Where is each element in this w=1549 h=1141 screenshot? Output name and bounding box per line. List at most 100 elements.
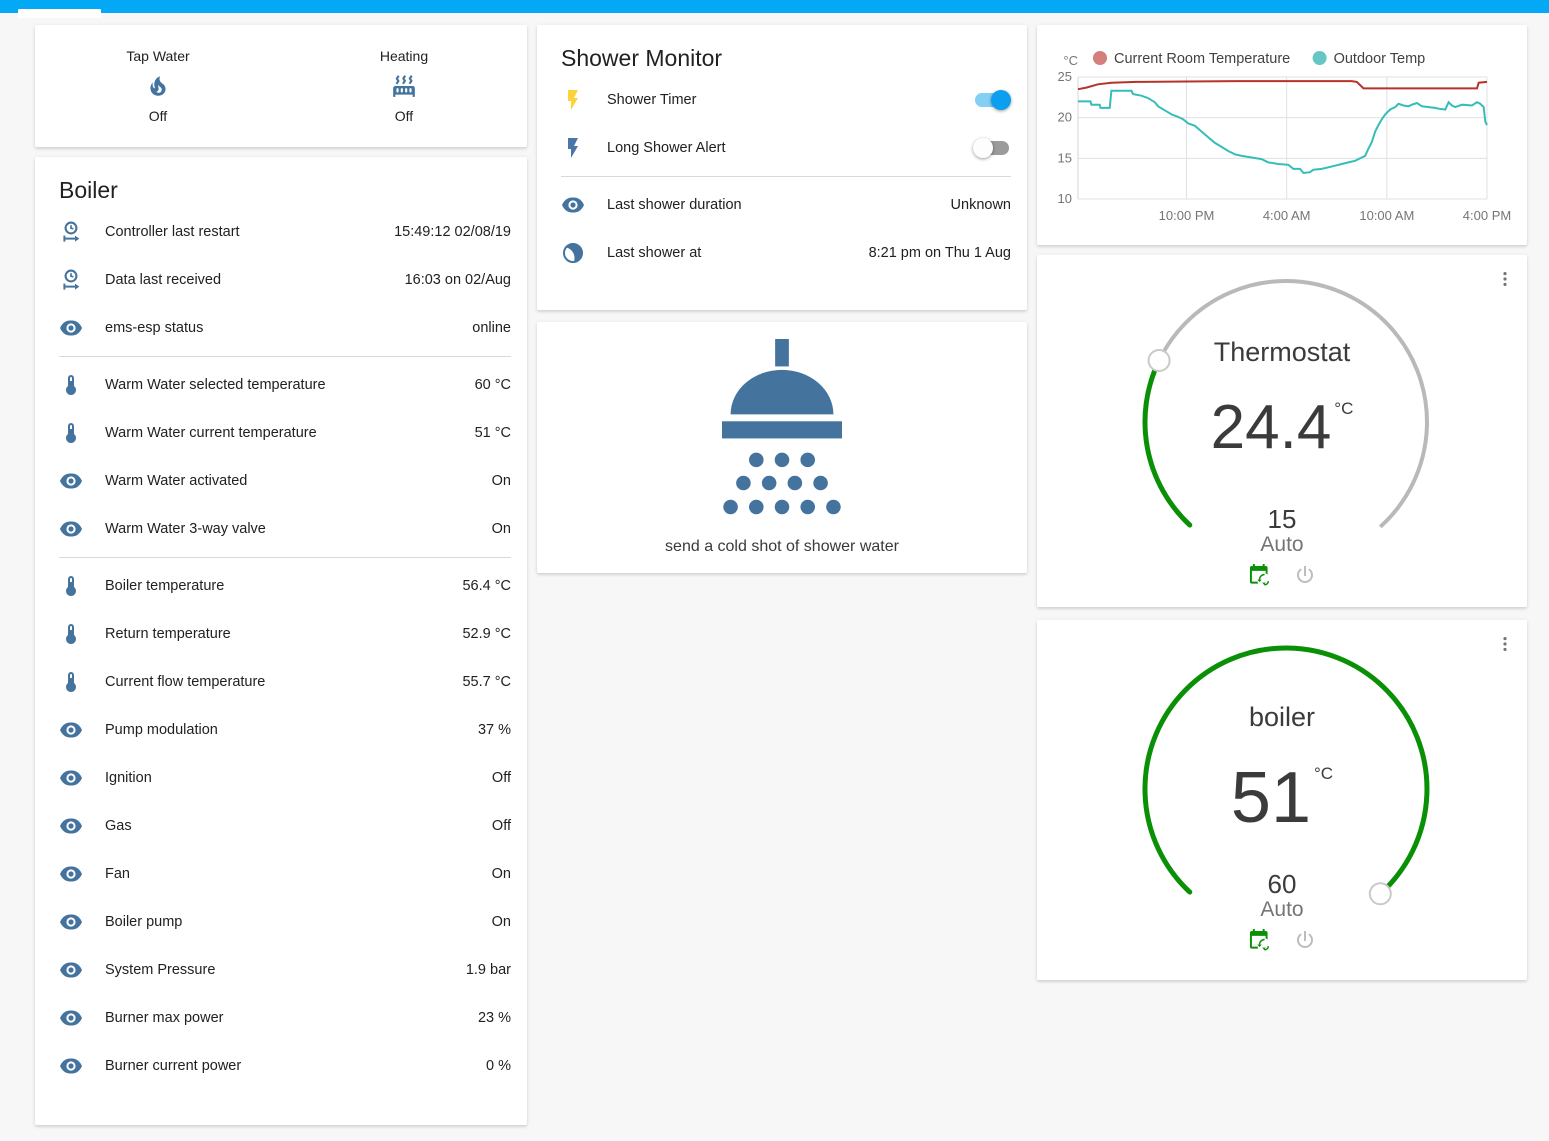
moon-icon xyxy=(561,241,585,265)
thermometer-icon xyxy=(59,421,83,445)
legend-dot xyxy=(1093,51,1107,65)
entity-value: Off xyxy=(491,770,511,786)
entity-row[interactable]: Return temperature 52.9 °C xyxy=(59,610,511,658)
power-icon[interactable] xyxy=(1293,928,1317,952)
shower-action-card[interactable]: send a cold shot of shower water xyxy=(537,322,1027,573)
y-tick-label: 15 xyxy=(1058,150,1072,165)
thermometer-icon xyxy=(59,574,83,598)
eye-icon xyxy=(59,316,83,340)
glance-label: Tap Water xyxy=(126,48,190,64)
clock-restart-icon xyxy=(59,268,83,292)
entity-label: Boiler pump xyxy=(105,914,183,930)
gauge-arc xyxy=(1142,279,1429,529)
entity-label: Gas xyxy=(105,818,132,834)
app-header-bar xyxy=(0,0,1549,13)
gauge-handle[interactable] xyxy=(1368,882,1392,906)
flash-icon xyxy=(561,88,585,112)
entity-label: Shower Timer xyxy=(607,92,697,108)
entity-label: Last shower at xyxy=(607,245,702,261)
power-icon[interactable] xyxy=(1293,563,1317,587)
entity-value: On xyxy=(491,914,511,930)
active-tab-indicator[interactable] xyxy=(18,9,101,18)
x-tick-label: 4:00 PM xyxy=(1463,208,1511,223)
entity-row[interactable]: Shower Timer xyxy=(561,76,1011,124)
entity-row[interactable]: Burner current power 0 % xyxy=(59,1042,511,1090)
entity-value: 56.4 °C xyxy=(462,578,511,594)
x-tick-label: 4:00 AM xyxy=(1263,208,1311,223)
entity-row[interactable]: Fan On xyxy=(59,850,511,898)
shower-monitor-title: Shower Monitor xyxy=(561,45,723,71)
boiler-card: Boiler Controller last restart 15:49:12 0… xyxy=(35,157,527,1125)
entity-row[interactable]: Pump modulation 37 % xyxy=(59,706,511,754)
y-tick-label: 10 xyxy=(1058,191,1072,206)
entity-value: 16:03 on 02/Aug xyxy=(404,272,511,288)
section-divider xyxy=(561,176,1011,177)
entity-value: 52.9 °C xyxy=(462,626,511,642)
entity-row[interactable]: Warm Water activated On xyxy=(59,457,511,505)
calendar-sync-icon[interactable] xyxy=(1247,928,1271,952)
glance-item-tap-water[interactable]: Tap Water Off xyxy=(35,48,281,124)
entity-row[interactable]: Data last received 16:03 on 02/Aug xyxy=(59,256,511,304)
eye-icon xyxy=(59,814,83,838)
entity-row[interactable]: Last shower duration Unknown xyxy=(561,181,1011,229)
gauge-title: Thermostat xyxy=(1213,337,1351,367)
toggle-switch-off[interactable] xyxy=(973,137,1011,159)
temperature-history-chart: 25 20 15 10 10:00 PM 4:00 AM 10:00 AM 4:00 PM °C… xyxy=(1058,51,1511,223)
thermostat-gauge-card: Thermostat 24.4 °C 15 Auto xyxy=(1037,255,1527,607)
shower-head-icon xyxy=(696,339,868,524)
shower-action-label: send a cold shot of shower water xyxy=(665,538,899,555)
gauge-value: 24.4 xyxy=(1210,393,1332,462)
gauge-value: 51 xyxy=(1230,758,1311,838)
entity-row[interactable]: Ignition Off xyxy=(59,754,511,802)
entity-row[interactable]: Boiler temperature 56.4 °C xyxy=(59,562,511,610)
toggle-knob xyxy=(973,138,993,158)
y-tick-label: 20 xyxy=(1058,110,1072,125)
entity-row[interactable]: Controller last restart 15:49:12 02/08/19 xyxy=(59,208,511,256)
gauge-handle[interactable] xyxy=(1147,349,1171,372)
entity-label: Return temperature xyxy=(105,626,231,642)
entity-value: On xyxy=(491,521,511,537)
gauge-unit: °C xyxy=(1314,764,1334,783)
entity-value: online xyxy=(472,320,511,336)
toggle-switch-on[interactable] xyxy=(973,89,1011,111)
gauge-unit: °C xyxy=(1334,399,1354,418)
clock-restart-icon xyxy=(59,220,83,244)
card-menu-button[interactable] xyxy=(1495,632,1513,656)
entity-value: 37 % xyxy=(477,722,511,738)
entity-row[interactable]: Burner max power 23 % xyxy=(59,994,511,1042)
entity-label: Ignition xyxy=(105,770,152,786)
glance-state: Off xyxy=(148,108,168,124)
entity-row[interactable]: ems-esp status online xyxy=(59,304,511,352)
calendar-sync-icon[interactable] xyxy=(1247,563,1271,587)
series-line xyxy=(1078,89,1488,175)
entity-row[interactable]: Gas Off xyxy=(59,802,511,850)
entity-label: Fan xyxy=(105,866,130,882)
entity-label: Long Shower Alert xyxy=(607,140,726,156)
entity-row[interactable]: Warm Water 3-way valve On xyxy=(59,505,511,553)
gauge-setpoint: 60 xyxy=(1267,869,1297,899)
entity-label: Warm Water selected temperature xyxy=(105,377,326,393)
entity-value: On xyxy=(491,473,511,489)
fire-icon xyxy=(145,73,171,99)
card-menu-button[interactable] xyxy=(1495,267,1513,291)
gauge-mode: Auto xyxy=(1260,898,1304,921)
eye-icon xyxy=(59,766,83,790)
glance-item-heating[interactable]: Heating Off xyxy=(281,48,527,124)
legend-label: Outdoor Temp xyxy=(1334,51,1426,67)
entity-row[interactable]: Boiler pump On xyxy=(59,898,511,946)
x-tick-label: 10:00 PM xyxy=(1159,208,1215,223)
entity-row[interactable]: Warm Water selected temperature 60 °C xyxy=(59,361,511,409)
entity-row[interactable]: Warm Water current temperature 51 °C xyxy=(59,409,511,457)
legend-label: Current Room Temperature xyxy=(1114,51,1290,67)
x-tick-label: 10:00 AM xyxy=(1359,208,1414,223)
entity-label: Burner current power xyxy=(105,1058,242,1074)
entity-row[interactable]: Current flow temperature 55.7 °C xyxy=(59,658,511,706)
entity-row[interactable]: Long Shower Alert xyxy=(561,124,1011,172)
eye-icon xyxy=(59,517,83,541)
eye-icon xyxy=(59,862,83,886)
y-tick-label: 25 xyxy=(1058,69,1072,84)
entity-row[interactable]: System Pressure 1.9 bar xyxy=(59,946,511,994)
entity-row[interactable]: Last shower at 8:21 pm on Thu 1 Aug xyxy=(561,229,1011,277)
gauge-arc xyxy=(1142,645,1430,906)
eye-icon xyxy=(59,469,83,493)
